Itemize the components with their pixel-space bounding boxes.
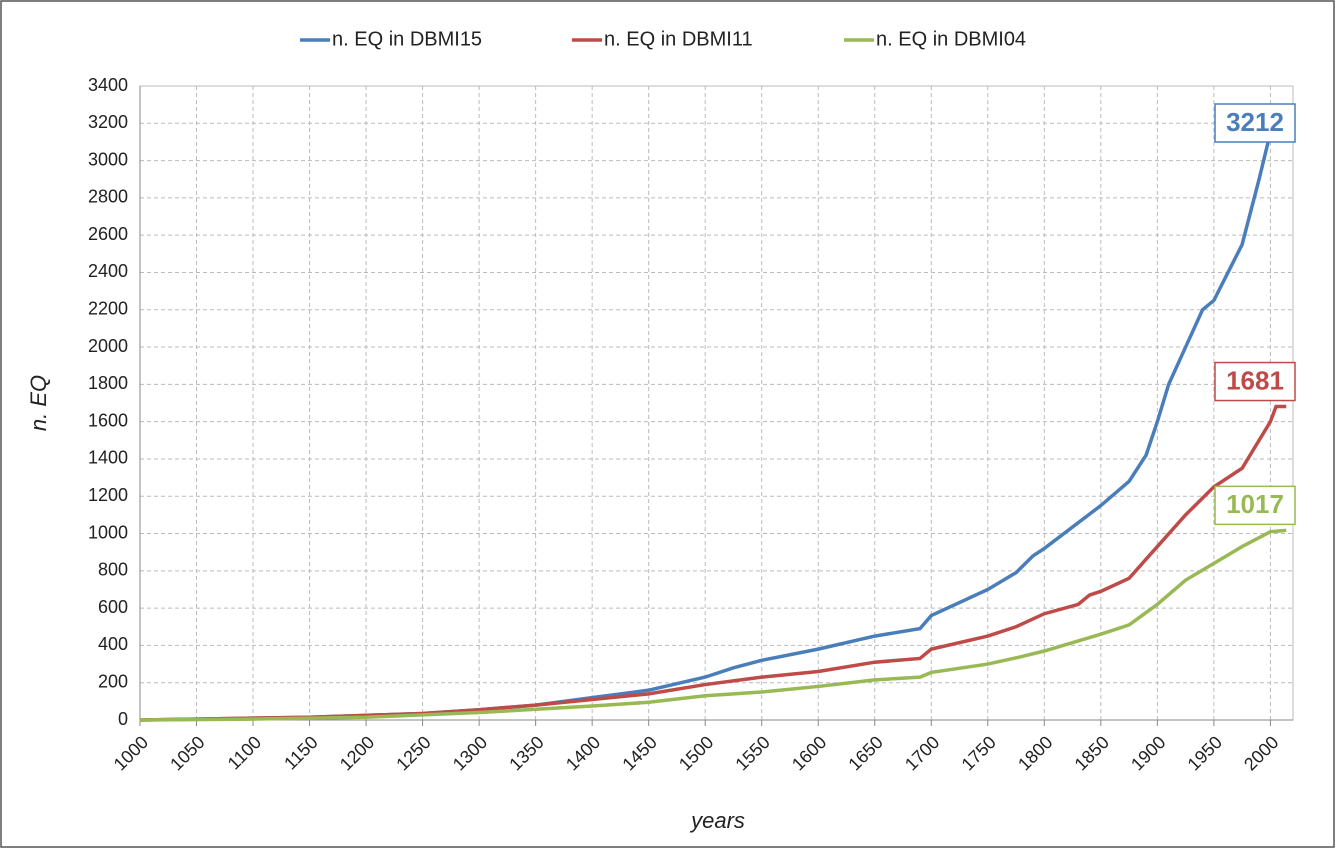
y-tick-label: 800 <box>98 560 128 580</box>
legend-label: n. EQ in DBMI15 <box>332 28 482 50</box>
y-tick-label: 2200 <box>88 299 128 319</box>
annotation: 3212 <box>1226 107 1284 137</box>
y-tick-label: 3400 <box>88 75 128 95</box>
annotation-box <box>1214 361 1296 402</box>
y-tick-label: 2600 <box>88 224 128 244</box>
y-tick-label: 2400 <box>88 261 128 281</box>
legend-label: n. EQ in DBMI04 <box>876 28 1026 50</box>
y-tick-label: 200 <box>98 671 128 691</box>
y-tick-label: 400 <box>98 634 128 654</box>
annotation-box <box>1214 485 1296 526</box>
y-tick-label: 0 <box>118 709 128 729</box>
y-tick-label: 2800 <box>88 187 128 207</box>
y-tick-label: 1600 <box>88 410 128 430</box>
y-tick-label: 1000 <box>88 522 128 542</box>
y-tick-label: 3000 <box>88 149 128 169</box>
annotation-box <box>1214 103 1296 143</box>
y-tick-label: 1800 <box>88 373 128 393</box>
annotation: 1681 <box>1226 365 1284 395</box>
y-tick-label: 600 <box>98 597 128 617</box>
y-tick-label: 2000 <box>88 336 128 356</box>
x-axis-label: years <box>689 808 745 833</box>
y-tick-label: 1400 <box>88 448 128 468</box>
annotation: 1017 <box>1226 489 1284 519</box>
y-tick-label: 1200 <box>88 485 128 505</box>
legend-label: n. EQ in DBMI11 <box>604 28 753 50</box>
y-axis-label: n. EQ <box>26 375 51 431</box>
series-line <box>139 528 1287 722</box>
y-tick-label: 3200 <box>88 112 128 132</box>
